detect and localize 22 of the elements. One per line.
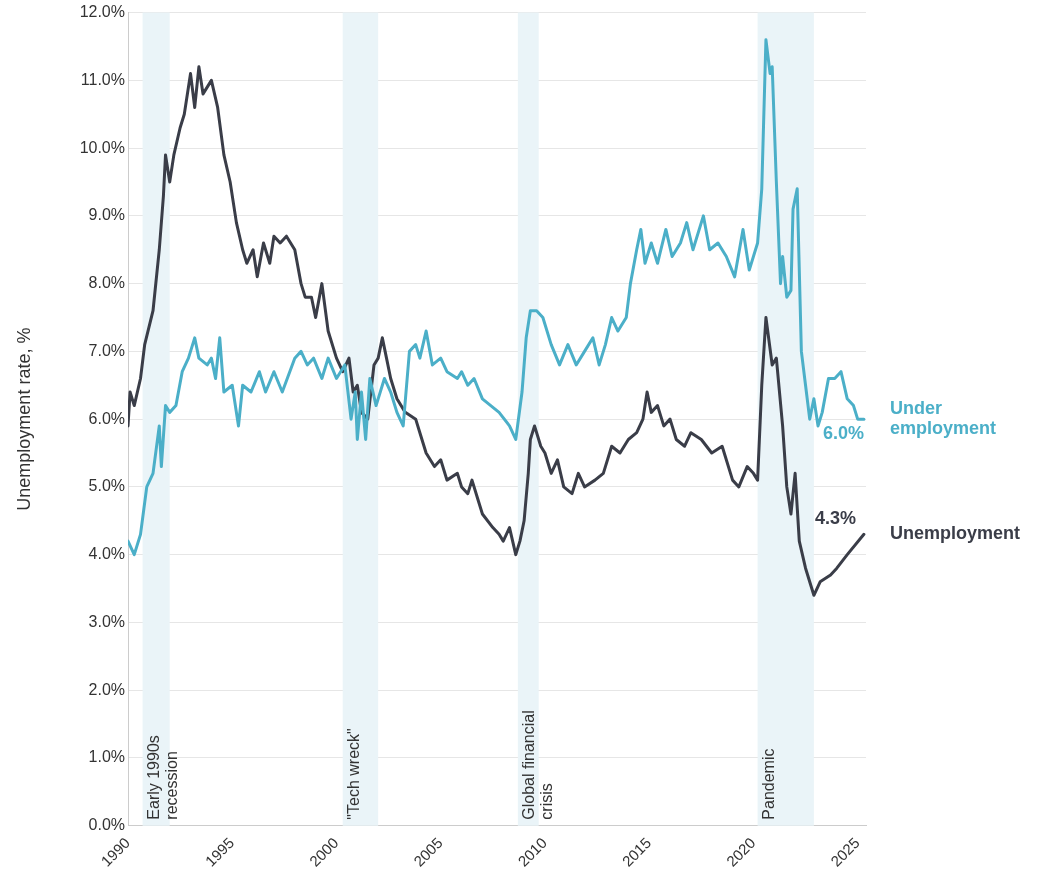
y-tick-label: 9.0% [88,206,125,224]
band-label: Global financial crisis [520,710,556,820]
y-tick-label: 12.0% [79,3,125,21]
y-tick-label: 3.0% [88,612,125,630]
y-tick-label: 1.0% [88,748,125,766]
y-tick-label: 5.0% [88,477,125,495]
y-tick-label: 6.0% [88,409,125,427]
y-tick-label: 10.0% [79,138,125,156]
y-tick-label: 11.0% [80,70,125,88]
series-label: Unemployment [890,523,1021,544]
y-tick-label: 8.0% [88,274,125,292]
y-tick-label: 4.0% [88,545,125,563]
band-label: Early 1990s recession [145,735,180,820]
band-label: "Tech wreck" [345,728,363,820]
data-label: 4.3% [814,508,856,529]
series-label: Under employment [890,398,997,439]
y-axis-title: Unemployment rate, % [13,327,34,511]
data-label: 6.0% [822,423,864,444]
y-tick-label: 0.0% [88,816,125,834]
y-tick-label: 2.0% [88,680,125,698]
y-tick-label: 7.0% [88,341,125,359]
band-label: Pandemic [760,748,777,820]
